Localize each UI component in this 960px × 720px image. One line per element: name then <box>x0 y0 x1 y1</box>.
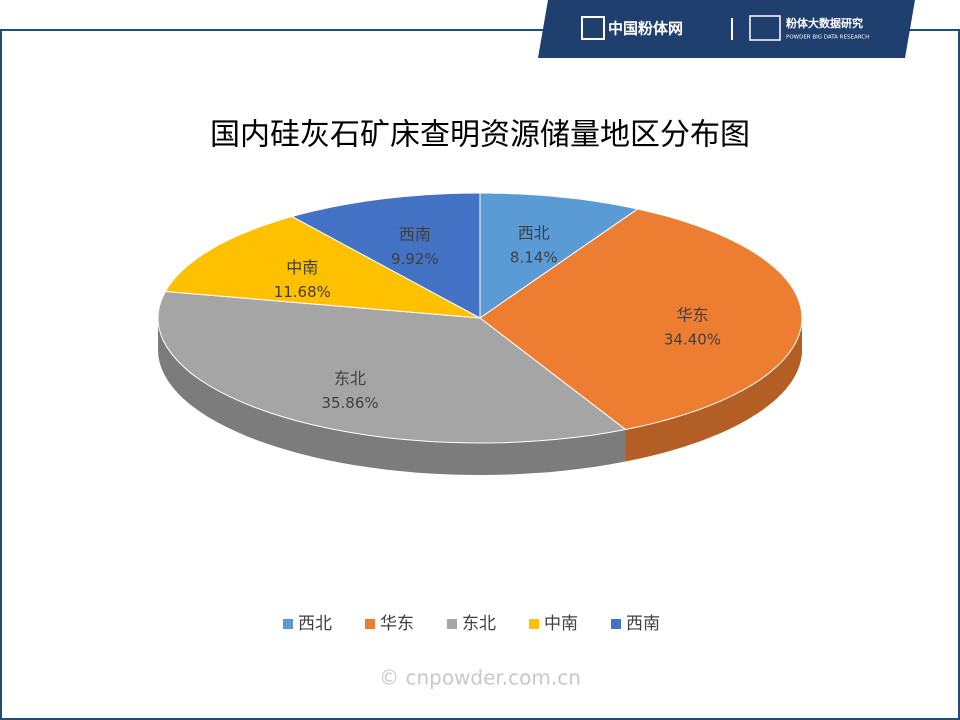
legend-swatch <box>529 619 539 629</box>
research: 粉体大数据研究 <box>786 16 863 30</box>
logo-icon <box>581 16 605 40</box>
legend-label: 西北 <box>298 614 332 634</box>
value-label: 9.92% <box>391 250 439 268</box>
slice-label: 西南 <box>399 225 431 244</box>
value-label: 34.40% <box>664 330 721 348</box>
slice-label: 华东 <box>676 305 708 324</box>
watermark: © cnpowder.com.cn <box>379 666 581 690</box>
value-label: 35.86% <box>321 394 378 412</box>
value-label: 8.14% <box>510 249 558 267</box>
slice-label: 东北 <box>334 369 366 388</box>
slice-label: 西北 <box>518 224 550 243</box>
chart-title: 国内硅灰石矿床查明资源储量地区分布图 <box>210 118 750 153</box>
slice-side <box>625 318 802 462</box>
legend-swatch <box>283 619 293 629</box>
legend-label: 东北 <box>462 614 496 634</box>
legend-label: 华东 <box>380 614 414 634</box>
slice <box>157 290 627 444</box>
legend-label: 西南 <box>626 614 660 634</box>
legend-swatch <box>611 619 621 629</box>
legend-swatch <box>447 619 457 629</box>
slice-side <box>158 318 626 475</box>
slice <box>479 192 639 319</box>
research-en: POWDER BIG DATA RESEARCH <box>786 35 869 41</box>
slice <box>164 215 481 319</box>
slice <box>479 208 803 431</box>
legend-label: 中南 <box>544 614 578 634</box>
slice-label: 中南 <box>286 258 318 277</box>
value-label: 11.68% <box>274 283 331 301</box>
slice <box>290 192 481 319</box>
brand: 中国粉体网 <box>608 20 683 38</box>
header-badge <box>538 0 915 58</box>
research-icon <box>749 15 781 41</box>
legend-swatch <box>365 619 375 629</box>
